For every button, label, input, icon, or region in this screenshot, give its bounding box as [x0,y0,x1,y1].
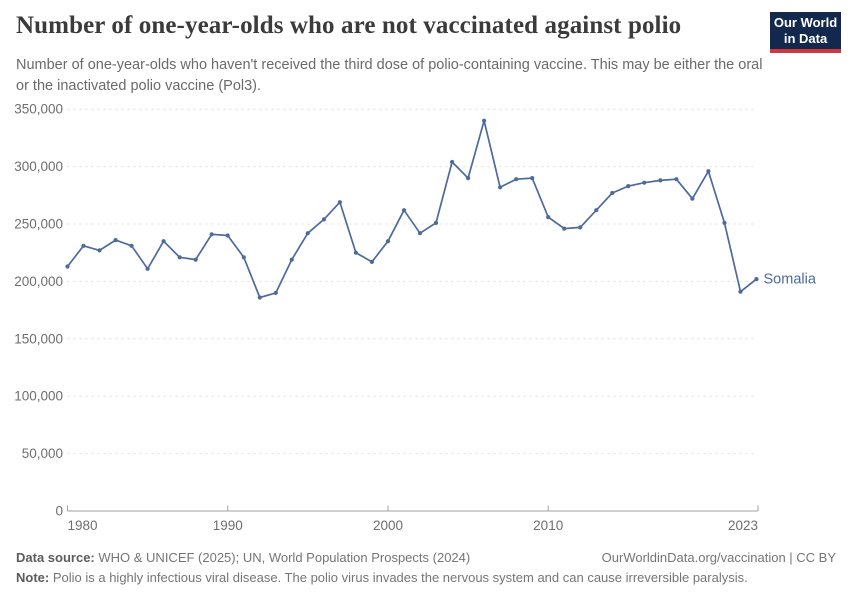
y-axis-tick-label: 50,000 [22,446,63,461]
data-point[interactable] [594,208,599,213]
data-point[interactable] [498,185,503,190]
data-point[interactable] [674,177,679,182]
y-axis-tick-label: 200,000 [14,274,63,289]
data-point[interactable] [610,190,615,196]
x-axis-tick-label: 1980 [68,518,98,533]
data-point[interactable] [337,200,342,205]
data-point[interactable] [81,243,86,248]
data-point[interactable] [722,220,727,225]
data-point[interactable] [385,239,391,244]
data-point[interactable] [353,250,358,255]
data-point[interactable] [193,257,198,262]
chart-note: Note: Polio is a highly infectious viral… [16,570,748,585]
data-point[interactable] [514,177,519,182]
y-axis-tick-label: 250,000 [14,217,63,232]
data-point[interactable] [658,178,663,183]
data-point[interactable] [225,233,230,238]
data-point[interactable] [690,196,695,201]
data-point[interactable] [546,215,551,220]
data-point[interactable] [273,290,278,295]
data-point[interactable] [289,257,294,262]
x-axis-tick-label: 1990 [213,518,243,533]
y-axis-tick-label: 350,000 [14,102,63,117]
data-point[interactable] [145,266,150,271]
data-point[interactable] [530,176,535,181]
data-point[interactable] [209,232,214,237]
attribution-link[interactable]: OurWorldinData.org/vaccination | CC BY [601,550,836,565]
data-point[interactable] [129,243,134,248]
data-point[interactable] [433,220,439,225]
data-point[interactable] [369,259,374,264]
y-axis-tick-label: 0 [55,504,63,519]
y-axis-tick-label: 300,000 [14,159,63,174]
x-axis-tick-label: 2000 [373,518,403,533]
data-point[interactable] [562,226,567,231]
data-point[interactable] [417,231,423,236]
data-point[interactable] [754,277,759,282]
series-label-somalia[interactable]: Somalia [764,272,817,288]
chart-footer: Data source: WHO & UNICEF (2025); UN, Wo… [16,548,836,587]
y-axis-tick-label: 100,000 [14,389,63,404]
owid-logo-text: Our World in Data [770,12,841,49]
note-label: Note: [16,570,50,585]
data-point[interactable] [626,184,631,189]
data-point[interactable] [706,169,711,174]
data-point[interactable] [97,248,102,253]
chart-subtitle: Number of one-year-olds who haven't rece… [16,57,763,94]
data-point[interactable] [642,180,647,185]
x-axis-tick-label: 2023 [728,518,758,533]
owid-logo-accent-bar [770,49,841,53]
data-point[interactable] [177,255,182,260]
data-source: Data source: WHO & UNICEF (2025); UN, Wo… [16,550,471,565]
data-point[interactable] [113,238,118,243]
data-source-label: Data source: [16,550,95,565]
data-point[interactable] [305,231,310,236]
data-point[interactable] [257,295,262,300]
x-axis-tick-label: 2010 [533,518,563,533]
data-point[interactable] [450,159,455,165]
data-point[interactable] [65,264,70,269]
y-axis-tick-label: 150,000 [14,331,63,346]
owid-logo[interactable]: Our World in Data [770,12,841,53]
data-point[interactable] [401,208,407,213]
data-point[interactable] [241,255,246,260]
data-point[interactable] [161,239,166,244]
chart-title: Number of one-year-olds who are not vacc… [16,12,682,39]
data-point[interactable] [738,289,743,294]
data-point[interactable] [466,176,471,181]
data-point[interactable] [482,118,487,123]
data-point[interactable] [578,225,583,230]
data-point[interactable] [321,217,326,222]
chart-line-somalia[interactable] [66,119,758,299]
